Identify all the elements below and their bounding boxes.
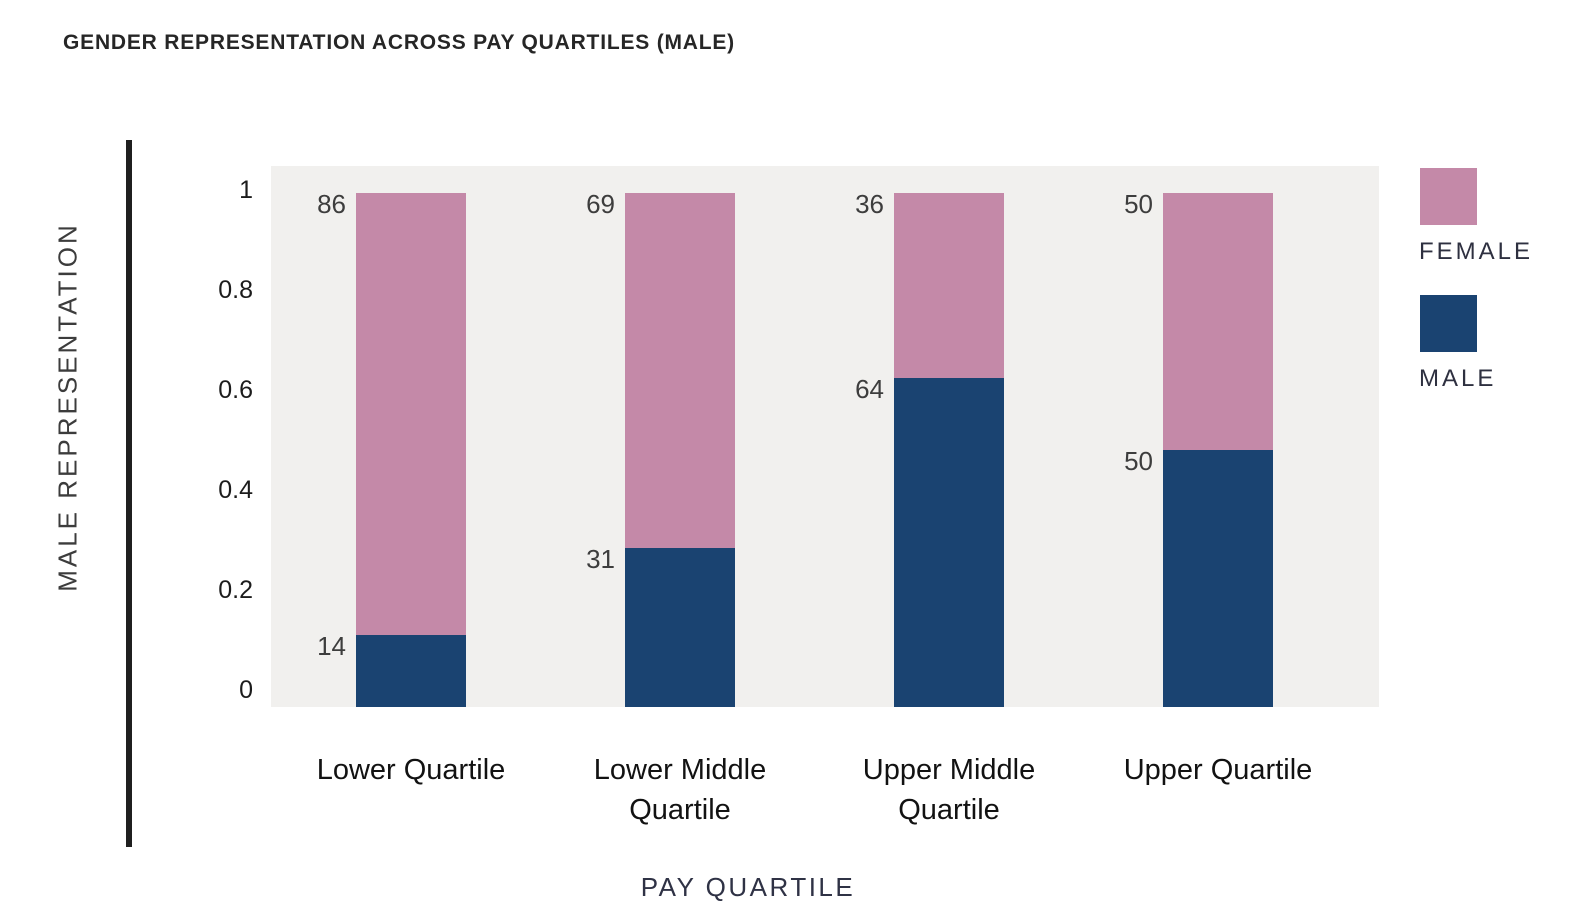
y-tick-label: 0.2 bbox=[218, 576, 253, 604]
x-axis-label: PAY QUARTILE bbox=[640, 872, 856, 902]
y-tick-label: 1 bbox=[239, 176, 253, 204]
y-axis-spine bbox=[126, 140, 132, 847]
bar-value-label-female: 86 bbox=[317, 189, 346, 219]
y-tick-label: 0.8 bbox=[218, 276, 253, 304]
bar-segment-male bbox=[356, 635, 466, 707]
bar-segment-female bbox=[625, 193, 735, 548]
bar-value-label-male: 31 bbox=[586, 543, 615, 574]
bar-segment-female bbox=[894, 193, 1004, 379]
y-tick-label: 0 bbox=[239, 676, 253, 704]
bar-value-label-female: 69 bbox=[586, 189, 615, 219]
y-tick-label: 0.6 bbox=[218, 376, 253, 404]
category-label: Upper Quartile bbox=[1123, 754, 1313, 786]
chart-title: GENDER REPRESENTATION ACROSS PAY QUARTIL… bbox=[63, 31, 735, 54]
bar-value-label-female: 50 bbox=[1124, 189, 1153, 219]
bar-segment-female bbox=[356, 193, 466, 636]
bar-segment-male bbox=[894, 378, 1004, 707]
bar-value-label-male: 14 bbox=[317, 631, 346, 662]
bar-segment-female bbox=[1163, 193, 1273, 450]
y-tick-label: 0.4 bbox=[218, 476, 253, 504]
bar-value-label-male: 64 bbox=[855, 374, 884, 405]
legend-label-male: MALE bbox=[1419, 365, 1497, 392]
legend-label-female: FEMALE bbox=[1419, 238, 1534, 265]
bar-value-label-female: 36 bbox=[855, 189, 884, 219]
bar-segment-male bbox=[1163, 450, 1273, 707]
bar-segment-male bbox=[625, 547, 735, 707]
category-label: Upper Middle Quartile bbox=[862, 754, 1036, 826]
legend-swatch-male bbox=[1420, 295, 1477, 352]
bar-value-label-male: 50 bbox=[1124, 446, 1153, 476]
legend-swatch-female bbox=[1420, 168, 1477, 225]
y-axis-label: MALE REPRESENTATION bbox=[52, 222, 83, 592]
category-label: Lower Middle Quartile bbox=[593, 754, 767, 826]
category-label: Lower Quartile bbox=[316, 754, 506, 786]
